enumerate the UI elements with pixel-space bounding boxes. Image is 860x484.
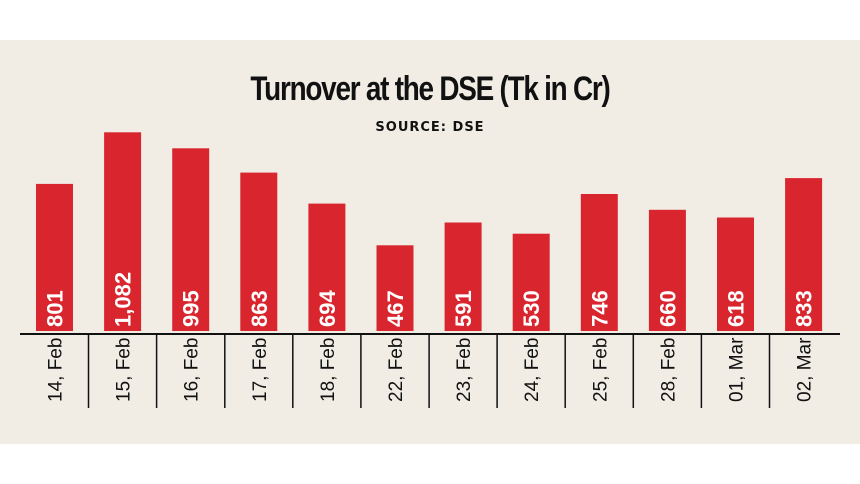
bar-1 (104, 132, 142, 331)
bar-value-label-3: 863 (247, 290, 272, 327)
bar-9 (648, 209, 686, 331)
x-tick-label-1: 15, Feb (114, 338, 135, 402)
bar-6 (444, 222, 482, 331)
bar-5 (376, 245, 414, 331)
x-ticks-group: 14, Feb 15, Feb 16, Feb 17, Feb 18, Feb 22, F… (46, 334, 816, 408)
bar-value-label-6: 591 (451, 290, 476, 327)
bar-value-label-10: 618 (724, 290, 749, 327)
x-tick-label-4: 18, Feb (318, 338, 339, 402)
bar-value-label-5: 467 (383, 290, 408, 327)
bar-value-label-0: 801 (43, 290, 68, 327)
bar-7 (512, 233, 550, 331)
bar-0 (36, 183, 73, 331)
bar-value-label-1: 1,082 (111, 272, 136, 327)
x-tick-label-6: 23, Feb (454, 338, 475, 402)
x-tick-label-2: 16, Feb (182, 338, 203, 402)
bar-value-label-11: 833 (792, 290, 817, 327)
bar-10 (717, 217, 754, 331)
x-tick-label-7: 24, Feb (522, 338, 543, 402)
bar-value-label-7: 530 (519, 290, 544, 327)
bar-value-label-8: 746 (587, 290, 612, 327)
bar-8 (580, 194, 618, 331)
x-tick-label-3: 17, Feb (250, 338, 271, 402)
bar-value-label-4: 694 (315, 290, 340, 327)
x-tick-label-10: 01, Mar (727, 337, 748, 402)
bar-value-label-2: 995 (179, 290, 204, 327)
bars-group: 801 1,082 995 863 694 467 591 530 746 660 618 833 (36, 132, 823, 331)
x-tick-label-11: 02, Mar (795, 337, 816, 402)
chart-background (0, 40, 860, 444)
bar-4 (308, 203, 346, 331)
chart-title: Turnover at the DSE (Tk in Cr) (250, 70, 610, 108)
x-tick-label-8: 25, Feb (590, 338, 611, 402)
chart-subtitle: SOURCE: DSE (375, 120, 485, 135)
x-tick-label-5: 22, Feb (386, 338, 407, 402)
bar-3 (240, 172, 278, 331)
bar-2 (172, 148, 210, 331)
bar-11 (785, 178, 823, 331)
bar-value-label-9: 660 (655, 290, 680, 327)
x-tick-label-9: 28, Feb (658, 338, 679, 402)
x-tick-label-0: 14, Feb (46, 338, 67, 402)
